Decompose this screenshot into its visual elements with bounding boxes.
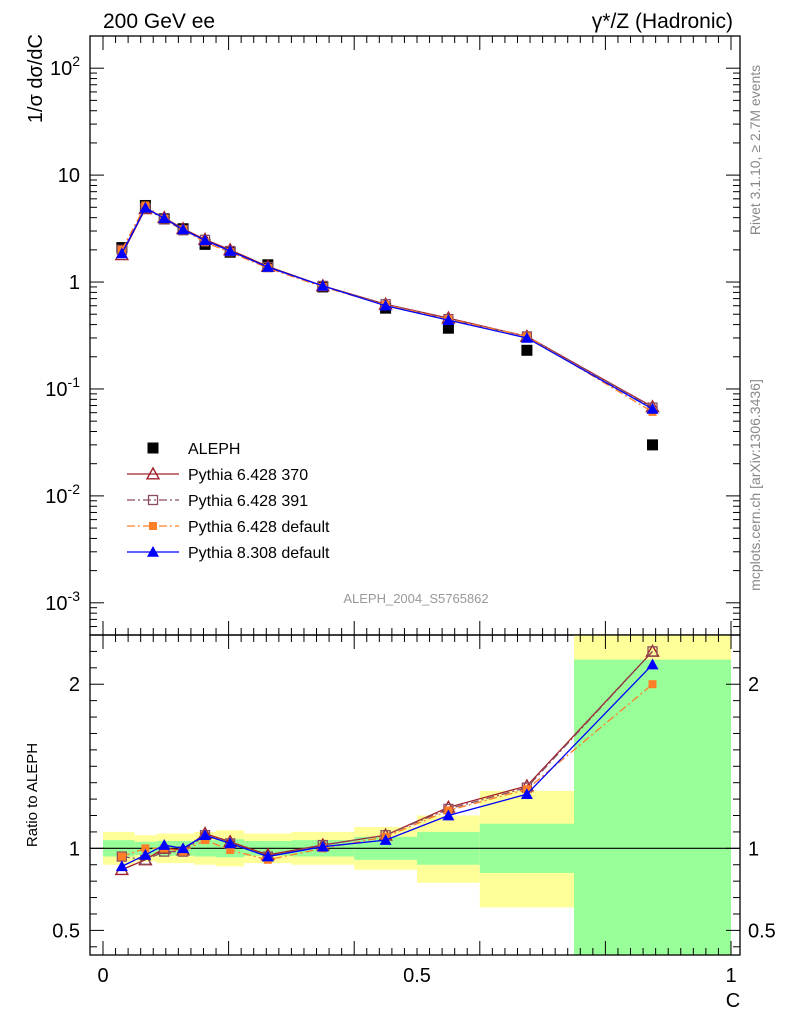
series-point	[177, 223, 190, 235]
ratio-y-tick-label-left: 0.5	[52, 920, 80, 942]
series-point	[379, 299, 392, 311]
legend-marker	[147, 546, 159, 557]
x-axis-title: C	[726, 990, 740, 1012]
series-point	[520, 331, 533, 343]
ratio-y-tick-label-right: 2	[748, 674, 759, 696]
ratio-y-tick-label-left: 2	[69, 674, 80, 696]
ratio-series-point	[117, 852, 126, 861]
series-point	[316, 279, 329, 291]
legend-label: Pythia 8.308 default	[188, 545, 330, 562]
ratio-y-tick-label-left: 1	[69, 838, 80, 860]
ratio-series-point	[199, 829, 212, 841]
main-y-axis-title: 1/σ dσ/dC	[25, 34, 47, 123]
series-point	[442, 314, 455, 325]
analysis-watermark: ALEPH_2004_S5765862	[343, 591, 488, 606]
aleph-data-point	[521, 344, 533, 356]
legend-label: Pythia 6.428 370	[188, 467, 308, 484]
ratio-series-point	[316, 840, 329, 852]
ratio-y-axis-title: Ratio to ALEPH	[24, 743, 41, 847]
ratio-series-point	[442, 809, 455, 821]
main-y-tick-label: 10-1	[45, 374, 80, 401]
ratio-series-point	[177, 842, 190, 854]
aleph-data-point	[442, 322, 454, 334]
ratio-x-tick-label: 0	[97, 965, 108, 987]
ratio-panel: 0 0.5 1 0.5 0.5 1 1 2 2	[52, 634, 776, 987]
ratio-x-tick-label: 0.5	[403, 965, 431, 987]
ratio-series-point	[261, 850, 274, 862]
ratio-band-green	[574, 659, 731, 955]
mcplots-label: mcplots.cern.ch [arXiv:1306.3436]	[747, 379, 763, 591]
ratio-series-point	[141, 844, 150, 853]
series-point	[261, 261, 274, 272]
main-y-tick-label: 102	[50, 53, 80, 80]
ratio-y-tick-label-right: 1	[748, 838, 759, 860]
ratio-series-point	[647, 646, 658, 657]
ratio-series-point	[158, 839, 171, 850]
main-panel: 10-3 10-2 10-1 1 10 102	[45, 35, 741, 636]
ratio-series-point	[648, 680, 657, 689]
legend: ALEPH Pythia 6.428 370 Pythia 6.428 391 Pyt…	[127, 441, 330, 562]
series-point	[199, 234, 212, 246]
ratio-series-point	[226, 845, 235, 854]
legend-marker	[145, 466, 161, 480]
series-point	[158, 212, 171, 224]
ratio-series-point	[520, 788, 533, 799]
legend-label: Pythia 6.428 default	[188, 519, 330, 536]
legend-label: Pythia 6.428 391	[188, 493, 308, 510]
legend-marker	[149, 522, 157, 530]
ratio-series-point	[379, 834, 392, 845]
energy-label: 200 GeV ee	[103, 10, 215, 33]
ratio-series-point	[115, 860, 128, 872]
rivet-label: Rivet 3.1.10, ≥ 2.7M events	[747, 65, 763, 235]
series-point	[646, 402, 659, 414]
main-y-tick-label: 1	[69, 272, 80, 294]
ratio-series-line	[121, 683, 653, 861]
series-point	[224, 245, 237, 256]
ratio-series-line	[121, 650, 653, 861]
legend-label: ALEPH	[188, 441, 240, 458]
main-y-tick-label: 10	[58, 165, 80, 187]
legend-marker-aleph	[147, 442, 159, 454]
ratio-frame	[89, 634, 741, 956]
ratio-series-point	[646, 658, 659, 670]
ratio-x-tick-label: 1	[725, 965, 736, 987]
main-y-tick-label: 10-3	[45, 588, 80, 615]
series-line	[121, 206, 653, 410]
ratio-y-tick-label-right: 0.5	[748, 920, 776, 942]
aleph-data-point	[647, 439, 658, 451]
process-label: γ*/Z (Hadronic)	[592, 10, 733, 33]
series-point	[139, 201, 152, 213]
ratio-series-point	[224, 837, 237, 849]
main-y-tick-label: 10-2	[45, 481, 80, 508]
series-point	[115, 247, 128, 259]
ratio-series-point	[139, 848, 152, 860]
ratio-series-point	[201, 836, 210, 845]
legend-marker	[147, 494, 159, 506]
